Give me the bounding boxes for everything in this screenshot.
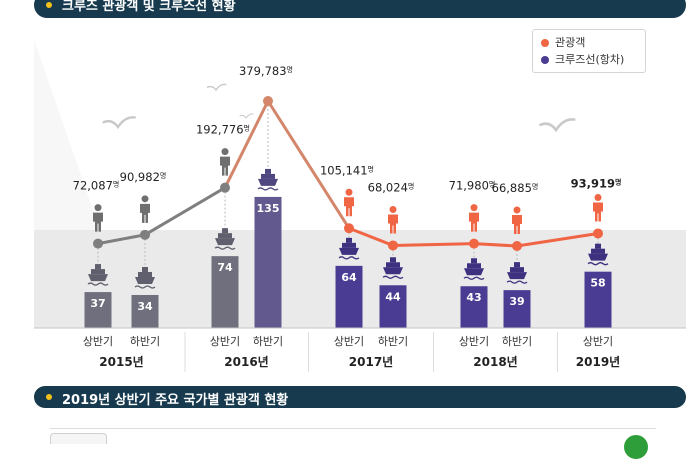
legend: 관광객 크루즈선(항차)	[532, 29, 646, 73]
cruise-ship-icon	[463, 258, 485, 280]
ship-bar	[335, 265, 363, 328]
tourist-line-segment	[391, 242, 476, 247]
person-icon	[344, 188, 354, 217]
cruise-ship-icon	[257, 168, 279, 191]
tourist-value-label: 71,980명	[449, 179, 496, 193]
cruise-ship-icon	[587, 243, 609, 266]
preview-circle	[624, 435, 648, 459]
tourist-line-segment	[223, 99, 270, 190]
tourist-point	[593, 228, 603, 239]
ship-bar	[254, 196, 282, 328]
ship-bar-value: 37	[90, 297, 105, 310]
tourist-value-label: 66,885명	[492, 181, 539, 195]
seagull-icon	[102, 116, 136, 130]
x-tick-label: 상반기	[334, 335, 364, 348]
x-tick-label: 상반기	[83, 335, 113, 348]
person-icon	[469, 204, 479, 232]
person-icon	[388, 205, 398, 234]
tourist-value-label: 192,776명	[196, 123, 250, 137]
ship-bar	[84, 292, 112, 328]
section2-title: 2019년 상반기 주요 국가별 관광객 현황	[62, 393, 289, 408]
ship-bar	[211, 256, 239, 328]
sky-corner	[34, 40, 100, 230]
legend-item-ships: 크루즈선(항차)	[541, 53, 624, 67]
tourist-point	[220, 182, 230, 193]
next-section-preview	[50, 428, 656, 459]
chart-title-bar: 크루즈 관광객 및 크루즈선 현황	[34, 0, 686, 18]
seagull-icon	[206, 83, 227, 92]
bullet-dot	[46, 394, 52, 400]
tourist-line-segment	[472, 242, 519, 248]
cruise-ship-icon	[134, 266, 156, 289]
tourist-point	[263, 96, 273, 106]
tourist-point	[469, 238, 479, 249]
tourist-value-label: 90,982명	[120, 170, 167, 184]
x-tick-label: 상반기	[459, 335, 489, 348]
ship-bar-value: 44	[385, 290, 401, 303]
tourist-value-label: 93,919명	[571, 176, 622, 190]
ship-bar-value: 34	[137, 300, 153, 313]
person-icon	[220, 148, 230, 176]
tourist-line-segment	[515, 231, 600, 248]
cruise-ship-icon	[214, 228, 236, 250]
year-label: 2016년	[224, 355, 268, 369]
person-icon	[140, 195, 150, 223]
x-tick-label: 하반기	[502, 334, 532, 348]
x-tick-label: 하반기	[253, 334, 283, 348]
bullet-dot	[46, 2, 52, 8]
legend-label-ships: 크루즈선(항차)	[555, 53, 625, 66]
ship-bar	[379, 285, 407, 328]
tourist-value-label: 105,141명	[320, 163, 374, 177]
tourist-value-label: 72,087명	[73, 179, 120, 193]
ship-bar-value: 74	[217, 261, 233, 274]
ship-bar	[584, 271, 612, 328]
tourist-line-segment	[96, 233, 147, 246]
year-label: 2019년	[576, 355, 620, 369]
ship-bar-value: 39	[509, 295, 524, 308]
year-label: 2018년	[473, 355, 517, 369]
chart-title: 크루즈 관광객 및 크루즈선 현황	[62, 0, 236, 14]
legend-item-tourists: 관광객	[541, 36, 585, 50]
person-icon	[593, 193, 603, 222]
cruise-ship-icon	[382, 257, 404, 279]
x-tick-label: 하반기	[130, 334, 160, 348]
cruise-ship-icon	[338, 237, 360, 260]
x-tick-label: 상반기	[583, 335, 613, 348]
ship-bar-value: 43	[466, 291, 481, 304]
x-tick-label: 상반기	[210, 335, 240, 348]
ship-bar	[460, 286, 488, 328]
tourist-value-label: 68,024명	[368, 180, 415, 194]
tourist-value-label: 379,783명	[239, 64, 293, 78]
ship-bar-value: 58	[590, 277, 605, 290]
legend-marker-ships	[541, 56, 549, 64]
seagull-icon	[539, 118, 576, 133]
tourist-point	[140, 229, 150, 240]
preview-tab	[50, 433, 107, 444]
cruise-ship-icon	[87, 264, 109, 286]
year-label: 2015년	[99, 355, 143, 369]
ship-bar-value: 64	[341, 271, 357, 284]
x-tick-label: 하반기	[378, 334, 408, 348]
year-label: 2017년	[349, 355, 393, 369]
tourist-line-segment	[347, 226, 395, 247]
cruise-ship-icon	[506, 262, 528, 284]
legend-marker-tourists	[541, 39, 549, 47]
ship-bar	[131, 294, 159, 328]
tourist-point	[93, 238, 103, 249]
person-icon	[512, 206, 522, 234]
section2-title-bar: 2019년 상반기 주요 국가별 관광객 현황	[34, 386, 686, 408]
tourist-line-segment	[143, 186, 227, 237]
tourist-point	[344, 223, 354, 234]
tourist-line-segment	[266, 99, 351, 230]
legend-label-tourists: 관광객	[555, 36, 586, 49]
tourist-point	[388, 240, 398, 251]
person-icon	[93, 204, 103, 232]
tourist-point	[512, 241, 522, 251]
ship-bar-value: 135	[257, 202, 280, 215]
seagull-icon	[239, 113, 254, 119]
ship-bar	[503, 290, 531, 328]
